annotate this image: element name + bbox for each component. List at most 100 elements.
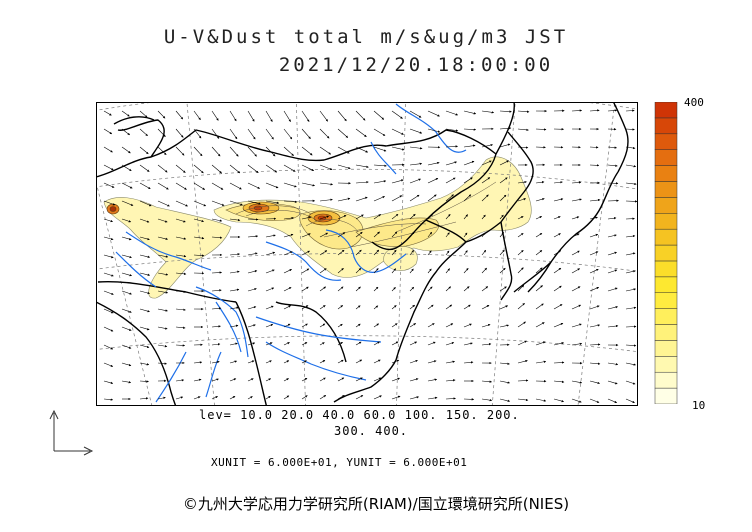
wind-arrow <box>481 194 489 202</box>
wind-arrow <box>409 378 419 382</box>
wind-arrow <box>337 232 346 238</box>
wind-arrow <box>571 268 581 274</box>
wind-arrow <box>265 360 272 364</box>
wind-arrow <box>157 254 169 258</box>
wind-arrow <box>481 249 487 256</box>
wind-arrow <box>157 272 169 276</box>
colorbar-swatch <box>654 165 678 182</box>
wind-arrow <box>499 267 506 274</box>
wind-arrow <box>391 128 404 135</box>
wind-arrow <box>103 146 113 153</box>
wind-arrow <box>571 198 582 202</box>
wind-arrow <box>391 249 397 256</box>
wind-arrow <box>481 160 492 166</box>
wind-arrow <box>157 362 167 365</box>
wind-arrow <box>571 304 582 310</box>
wind-arrow <box>517 321 526 328</box>
wind-arrow <box>463 110 477 115</box>
wind-arrow <box>373 359 381 364</box>
wind-arrow <box>337 128 349 138</box>
wind-arrow <box>229 146 239 157</box>
wind-arrow <box>589 380 600 385</box>
wind-arrow <box>103 272 114 277</box>
wind-arrow <box>625 306 637 310</box>
wind-arrow <box>373 305 379 310</box>
colorbar <box>654 102 678 404</box>
wind-arrow <box>139 380 149 383</box>
wind-arrow <box>139 236 150 241</box>
wind-arrow <box>121 236 132 241</box>
wind-arrow <box>589 305 600 310</box>
wind-arrow <box>301 146 313 156</box>
wind-arrow <box>355 395 364 400</box>
wind-arrow <box>337 377 345 382</box>
wind-arrow <box>499 249 505 256</box>
wind-arrow <box>409 178 421 184</box>
wind-arrow <box>211 325 221 328</box>
wind-arrow <box>625 109 635 112</box>
wind-arrow <box>337 305 344 310</box>
colorbar-swatch <box>654 102 678 119</box>
wind-arrow <box>391 305 397 310</box>
wind-arrow <box>265 378 272 382</box>
wind-arrow <box>337 268 344 274</box>
wind-arrow <box>265 323 274 328</box>
wind-arrow <box>355 249 362 256</box>
wind-arrow <box>535 322 545 328</box>
wind-arrow <box>427 396 438 400</box>
wind-arrow <box>337 323 343 328</box>
wind-arrow <box>193 361 203 364</box>
wind-arrow <box>553 216 561 220</box>
wind-arrow <box>283 128 293 140</box>
wind-arrow <box>373 341 380 346</box>
wind-arrow <box>571 323 582 328</box>
wind-arrow <box>373 231 380 238</box>
wind-arrow <box>175 200 188 207</box>
wind-arrow <box>301 286 309 292</box>
wind-arrow <box>229 324 239 328</box>
wind-arrow <box>121 254 132 259</box>
wind-arrow <box>409 323 417 328</box>
wind-arrow <box>319 377 326 382</box>
wind-arrow <box>463 286 470 292</box>
wind-arrow <box>517 267 524 274</box>
wind-arrow <box>247 164 259 173</box>
wind-arrow <box>229 218 241 222</box>
wind-arrow <box>211 182 224 190</box>
wind-arrow <box>283 323 291 328</box>
wind-arrow <box>409 231 415 238</box>
wind-arrow <box>229 360 238 364</box>
wind-arrow <box>409 213 416 220</box>
wind-arrow <box>445 379 456 382</box>
wind-arrow <box>211 146 221 157</box>
wind-arrow <box>625 164 637 168</box>
wind-arrow <box>499 362 510 365</box>
wind-arrow <box>427 231 433 238</box>
wind-arrow <box>157 218 168 223</box>
wind-arrow <box>211 164 222 174</box>
wind-arrow <box>553 304 563 310</box>
wind-arrow <box>301 110 310 122</box>
wind-arrow <box>247 396 253 400</box>
wind-vectors <box>103 109 638 404</box>
wind-arrow <box>337 286 344 292</box>
wind-arrow <box>373 164 387 167</box>
wind-arrow <box>607 164 618 167</box>
wind-arrow <box>265 164 278 173</box>
wind-arrow <box>103 218 113 223</box>
wind-arrow <box>589 233 599 238</box>
wind-arrow <box>535 128 547 131</box>
wind-arrow <box>283 378 289 382</box>
wind-arrow <box>301 268 310 274</box>
wind-arrow <box>553 233 561 238</box>
wind-arrow <box>121 200 134 206</box>
wind-arrow <box>427 360 437 364</box>
wind-arrow <box>391 146 405 151</box>
wind-arrow <box>463 214 468 220</box>
wind-arrow <box>103 398 114 401</box>
wind-arrow <box>373 128 386 136</box>
wind-arrow <box>607 109 618 112</box>
wind-arrow <box>193 254 205 257</box>
wind-arrow <box>391 341 399 346</box>
wind-arrow <box>355 377 363 382</box>
